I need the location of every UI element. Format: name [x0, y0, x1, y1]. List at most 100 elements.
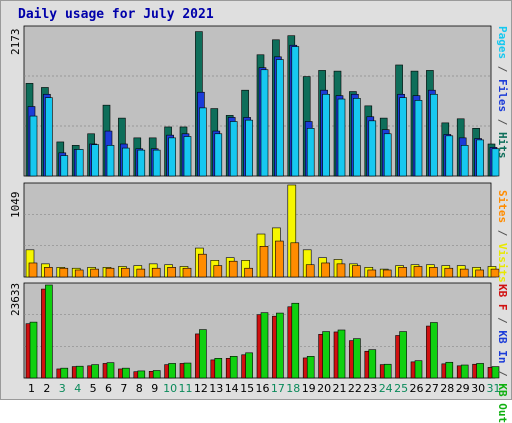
- kbout-bar: [45, 284, 53, 379]
- sites-bar: [321, 262, 330, 278]
- sites-bar: [121, 267, 130, 278]
- pages-bar: [122, 147, 130, 177]
- x-tick-label: 24: [378, 382, 393, 395]
- legend-entry: Sites: [496, 190, 509, 224]
- pages-bar: [45, 97, 53, 177]
- kbout-bar: [353, 338, 361, 379]
- sites-bar: [459, 268, 469, 278]
- kbout-bar: [214, 358, 223, 379]
- x-tick-label: 23: [363, 382, 378, 395]
- legend-entry: /: [496, 112, 509, 132]
- sites-bar: [382, 269, 392, 278]
- x-tick-label: 8: [135, 382, 143, 395]
- pages-bar: [106, 145, 115, 177]
- sites-bar: [28, 262, 38, 278]
- legend-entry: Files: [496, 79, 509, 113]
- pages-bar: [291, 46, 300, 177]
- pages-bar: [399, 97, 407, 177]
- x-tick-label: 10: [163, 382, 178, 395]
- kbout-bar: [60, 367, 69, 379]
- usage-chart: [23, 25, 500, 379]
- kbout-bar: [491, 366, 500, 379]
- legend-entry: Visits: [496, 243, 509, 283]
- panel2-ymax-label: 1049: [9, 191, 22, 219]
- legend-entry: /: [496, 59, 509, 79]
- kbout-bar: [229, 356, 238, 379]
- x-tick-label: 4: [74, 382, 82, 395]
- kbout-bar: [276, 312, 284, 379]
- legend-entry: Pages: [496, 26, 509, 60]
- x-tick-label: 20: [317, 382, 332, 395]
- chart-title: Daily usage for July 2021: [18, 7, 214, 22]
- sites-bar: [259, 246, 269, 278]
- kbout-bar: [183, 362, 192, 379]
- sites-bar: [305, 264, 315, 278]
- pages-bar: [91, 144, 99, 177]
- kbout-bar: [383, 363, 392, 379]
- x-tick-label: 11: [178, 382, 193, 395]
- sites-bar: [167, 267, 176, 278]
- sites-bar: [398, 267, 407, 278]
- sites-bar: [475, 269, 484, 278]
- panel1-ymax-label: 2173: [9, 28, 22, 56]
- x-tick-label: 3: [58, 382, 66, 395]
- pages-bar: [229, 121, 238, 177]
- x-tick-label: 15: [240, 382, 255, 395]
- x-tick-label: 31: [486, 382, 501, 395]
- x-tick-label: 28: [440, 382, 455, 395]
- sites-bar: [413, 266, 423, 278]
- x-tick-label: 13: [209, 382, 224, 395]
- x-tick-label: 7: [120, 382, 128, 395]
- legend-entry: /: [496, 310, 509, 331]
- sites-bar: [367, 269, 377, 278]
- pages-bar: [460, 145, 469, 177]
- kbout-bar: [368, 349, 377, 379]
- kbout-bar: [91, 364, 99, 379]
- pages-bar: [430, 93, 438, 177]
- x-tick-label: 29: [455, 382, 470, 395]
- x-tick-label: 12: [193, 382, 208, 395]
- sites-bar: [105, 267, 115, 278]
- kbout-bar: [399, 331, 407, 379]
- kbout-bar: [75, 365, 84, 379]
- kbout-bar: [168, 363, 176, 379]
- pages-bar: [353, 98, 361, 177]
- x-tick-label: 21: [332, 382, 347, 395]
- pages-bar: [260, 69, 269, 177]
- pages-bar: [445, 135, 454, 177]
- kbout-bar: [260, 312, 269, 379]
- x-tick-label: 26: [409, 382, 424, 395]
- sites-bar: [429, 267, 438, 278]
- kbout-bar: [476, 363, 484, 379]
- legend-entry: Hits: [496, 132, 509, 159]
- pages-bar: [491, 148, 500, 177]
- x-tick-label: 2: [43, 382, 51, 395]
- kbout-bar: [414, 360, 423, 379]
- x-tick-label: 25: [394, 382, 409, 395]
- sites-bar: [244, 267, 253, 278]
- sites-bar: [182, 267, 192, 278]
- pages-bar: [75, 149, 84, 177]
- pages-bar: [152, 149, 161, 177]
- x-tick-label: 18: [286, 382, 301, 395]
- panel1-legend: Pages / Files / Hits: [496, 26, 509, 159]
- kbout-bar: [122, 367, 130, 379]
- pages-bar: [29, 115, 38, 177]
- sites-bar: [44, 267, 53, 278]
- kbout-bar: [137, 370, 146, 379]
- kbout-bar: [445, 361, 454, 379]
- kbout-bar: [306, 356, 315, 379]
- kbout-bar: [106, 362, 115, 379]
- sites-bar: [136, 268, 146, 278]
- sites-bar: [74, 269, 84, 278]
- legend-entry: KB In: [496, 330, 509, 364]
- sites-bar: [213, 265, 223, 278]
- x-tick-label: 16: [255, 382, 270, 395]
- kbout-bar: [430, 322, 438, 379]
- legend-entry: /: [496, 363, 509, 384]
- x-tick-label: 19: [301, 382, 316, 395]
- pages-bar: [368, 120, 377, 177]
- x-tick-label: 14: [224, 382, 239, 395]
- pages-bar: [245, 119, 253, 177]
- pages-bar: [60, 155, 69, 177]
